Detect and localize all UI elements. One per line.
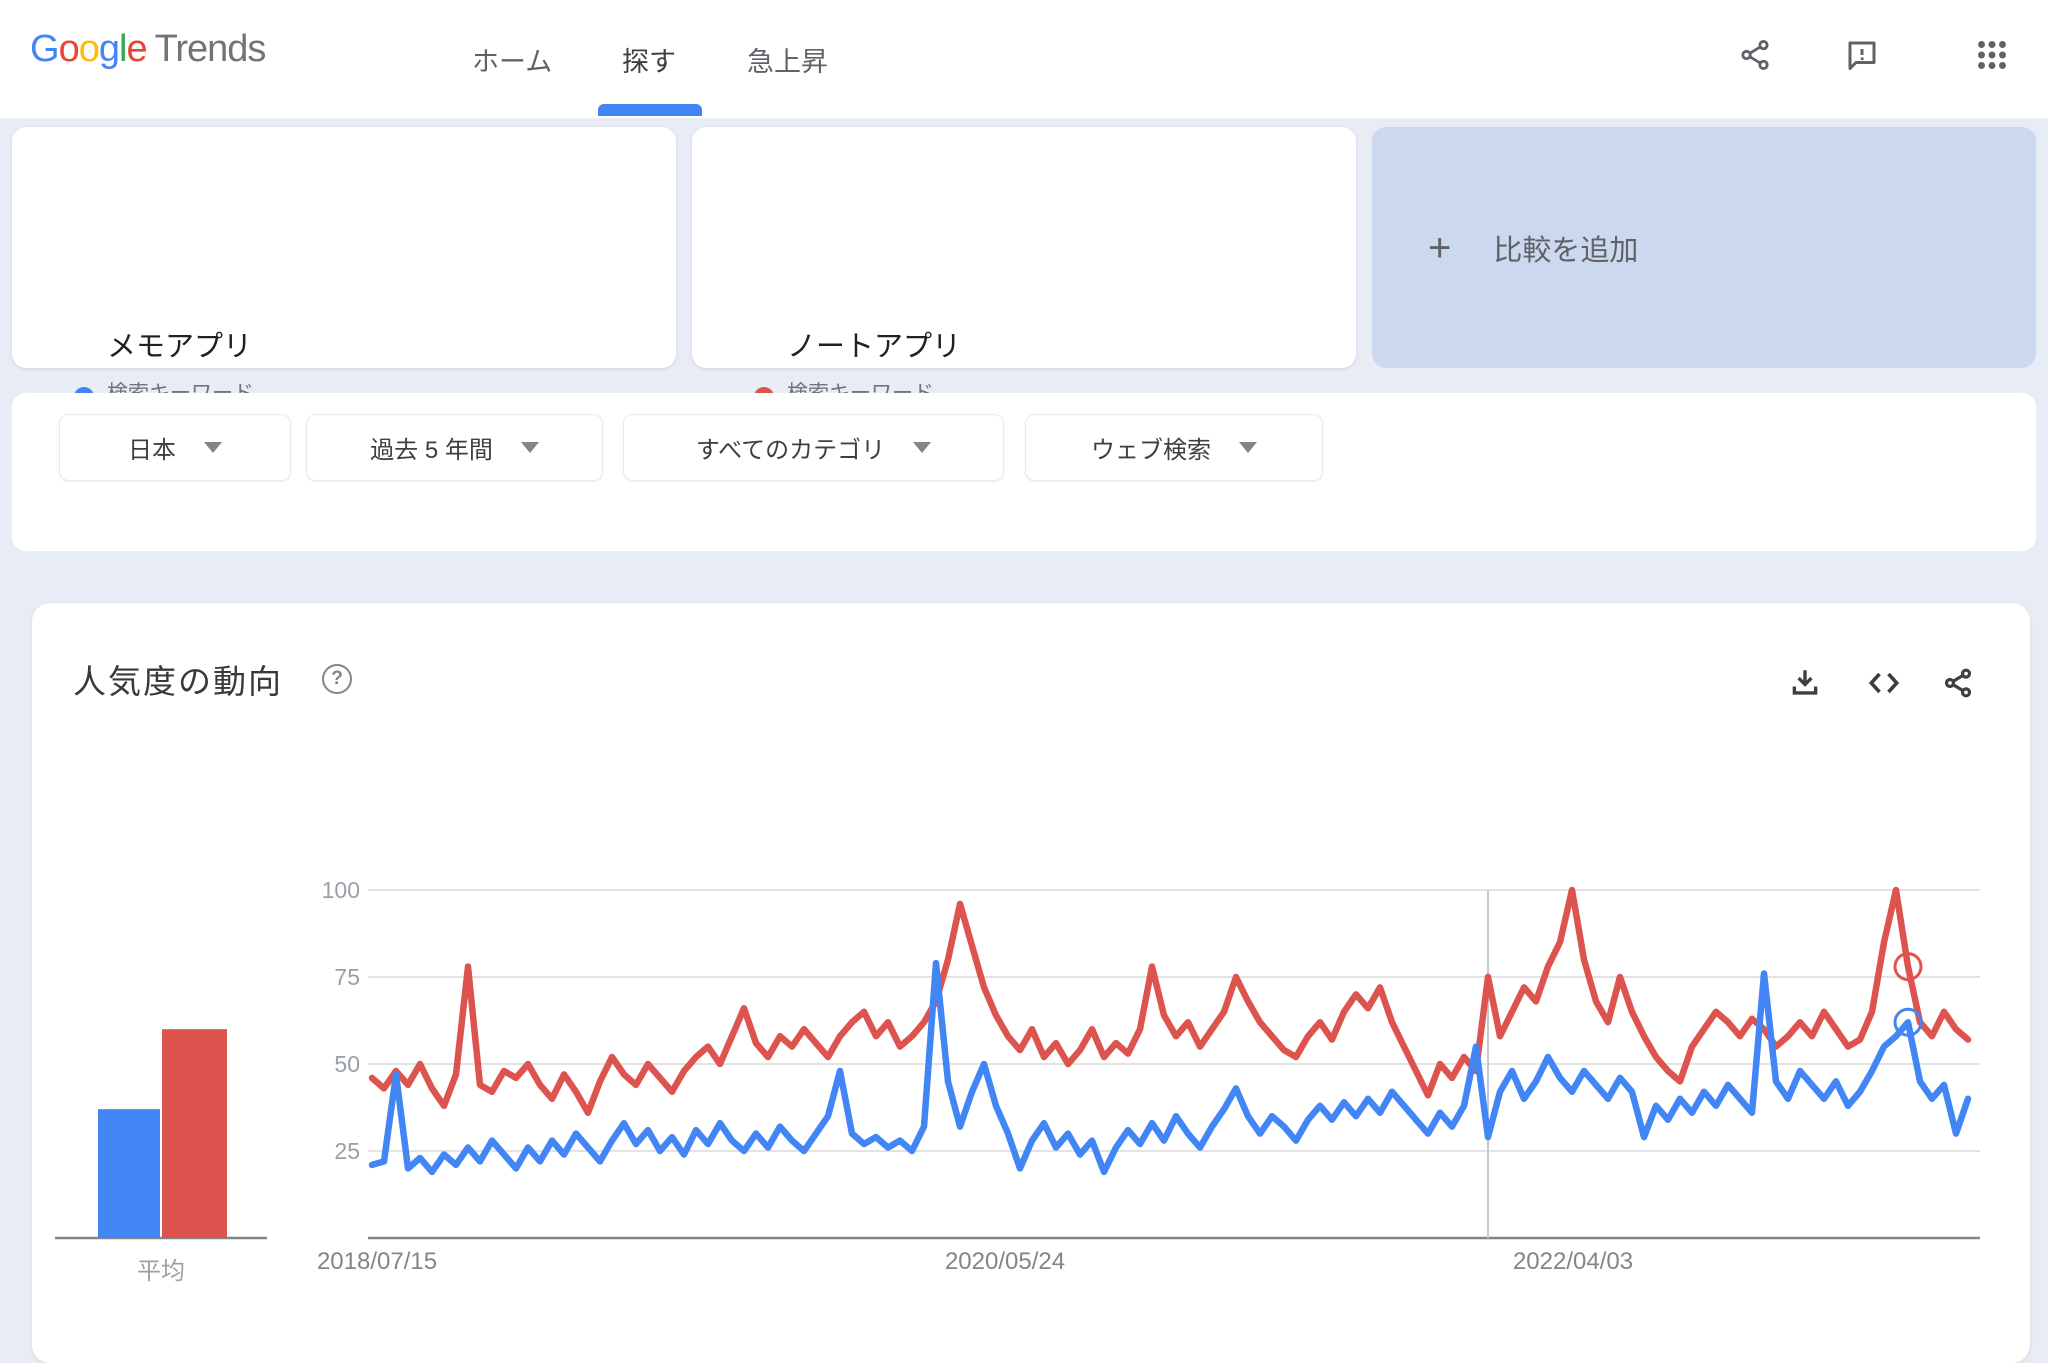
filter-bar: 日本 過去 5 年間 すべてのカテゴリ ウェブ検索	[12, 393, 2036, 551]
nav-explore[interactable]: 探す	[622, 47, 676, 77]
series-line	[368, 959, 1972, 1176]
filter-category-label: すべてのカテゴリ	[695, 437, 886, 464]
feedback-icon[interactable]	[1840, 33, 1884, 77]
trends-wordmark: Trends	[154, 28, 267, 70]
hover-marker	[1893, 1007, 1923, 1037]
logo-letter: g	[98, 28, 120, 70]
hover-marker	[1893, 952, 1923, 982]
active-tab-indicator	[598, 104, 702, 116]
average-label: 平均	[137, 1258, 185, 1285]
header: Google Trends ホーム 探す 急上昇	[0, 0, 2048, 118]
search-term-title: メモアプリ	[107, 331, 253, 363]
y-tick-75: 75	[334, 964, 360, 990]
x-tick-2022: 2022/04/03	[1512, 1248, 1634, 1275]
embed-icon[interactable]	[1862, 661, 1906, 705]
search-term-card-2[interactable]: ノートアプリ 検索キーワード	[692, 127, 1356, 407]
logo-letter: o	[58, 28, 80, 70]
google-wordmark: Google	[30, 28, 148, 71]
logo-letter: e	[126, 28, 147, 70]
y-tick-25: 25	[334, 1138, 360, 1164]
series-line	[368, 886, 1972, 1116]
chevron-down-icon	[913, 442, 932, 453]
nav-trending[interactable]: 急上昇	[747, 47, 828, 77]
filter-searchtype-label: ウェブ検索	[1091, 437, 1211, 464]
y-tick-100: 100	[321, 877, 360, 903]
download-icon[interactable]	[1783, 661, 1827, 705]
filter-region-dropdown[interactable]: 日本	[59, 414, 291, 481]
help-icon[interactable]	[322, 664, 352, 694]
logo-letter: l	[118, 28, 128, 70]
chart-title: 人気度の動向	[73, 663, 283, 700]
plus-icon: +	[1428, 225, 1452, 270]
x-tick-2018: 2018/07/15	[316, 1248, 438, 1275]
nav-home[interactable]: ホーム	[472, 47, 553, 77]
trend-line-chart[interactable]	[32, 603, 2030, 1363]
filter-category-dropdown[interactable]: すべてのカテゴリ	[623, 414, 1004, 481]
average-bar	[98, 1109, 160, 1238]
add-comparison-card[interactable]: + 比較を追加	[1372, 127, 2036, 368]
logo-letter: G	[30, 28, 60, 70]
average-bar	[162, 1029, 227, 1238]
x-tick-2020: 2020/05/24	[944, 1248, 1066, 1275]
google-trends-explore-page: Google Trends ホーム 探す 急上昇	[0, 0, 2048, 1306]
chevron-down-icon	[1239, 442, 1257, 453]
apps-grid-icon[interactable]	[1970, 33, 2014, 77]
filter-searchtype-dropdown[interactable]: ウェブ検索	[1025, 414, 1323, 481]
share-icon[interactable]	[1733, 33, 1777, 77]
interest-over-time-card: 人気度の動向 100 75 50 25 2018/07/15	[32, 603, 2030, 1363]
share-chart-icon[interactable]	[1936, 661, 1980, 705]
y-tick-50: 50	[334, 1051, 360, 1077]
filter-timerange-label: 過去 5 年間	[370, 437, 493, 464]
search-term-card-1[interactable]: メモアプリ 検索キーワード	[12, 127, 676, 407]
chevron-down-icon	[204, 442, 222, 453]
filter-timerange-dropdown[interactable]: 過去 5 年間	[306, 414, 603, 481]
logo-letter: o	[78, 28, 100, 70]
filter-region-label: 日本	[128, 437, 176, 464]
search-term-title: ノートアプリ	[787, 331, 962, 363]
chevron-down-icon	[520, 442, 539, 453]
google-trends-logo[interactable]: Google Trends	[30, 28, 267, 71]
add-comparison-label: 比較を追加	[1493, 234, 1639, 267]
